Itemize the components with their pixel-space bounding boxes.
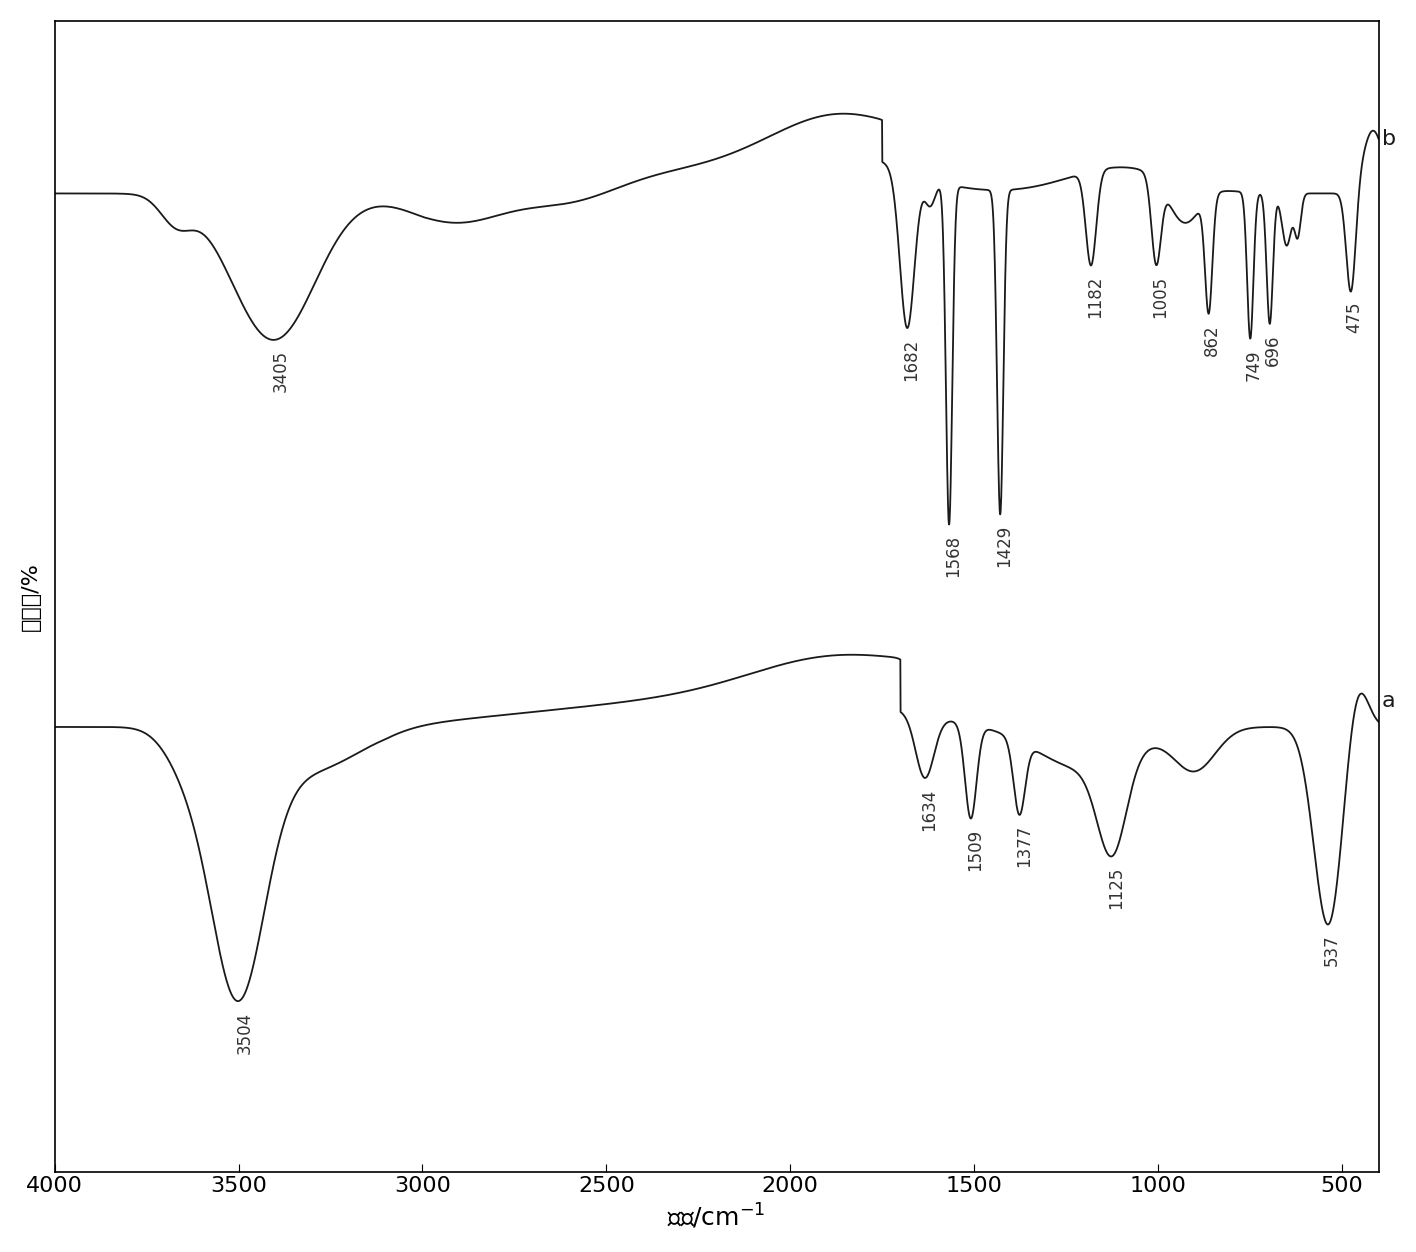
Text: 1509: 1509 [966, 829, 984, 871]
Text: 862: 862 [1202, 324, 1221, 356]
Text: 1377: 1377 [1015, 825, 1032, 868]
Text: 749: 749 [1245, 349, 1262, 381]
Text: 3504: 3504 [235, 1012, 253, 1054]
Text: 1125: 1125 [1107, 866, 1126, 909]
X-axis label: 波数/cm$^{-1}$: 波数/cm$^{-1}$ [667, 1202, 766, 1231]
Text: 1005: 1005 [1151, 275, 1168, 318]
Text: 475: 475 [1345, 302, 1364, 333]
Y-axis label: 透过率/%: 透过率/% [21, 562, 41, 631]
Text: a: a [1382, 691, 1395, 711]
Text: 537: 537 [1323, 935, 1341, 967]
Text: 1634: 1634 [920, 789, 939, 830]
Text: 3405: 3405 [272, 351, 290, 392]
Text: 1568: 1568 [943, 535, 961, 577]
Text: 1429: 1429 [995, 525, 1012, 567]
Text: b: b [1382, 129, 1396, 149]
Text: 696: 696 [1263, 334, 1281, 366]
Text: 1182: 1182 [1086, 275, 1103, 318]
Text: 1682: 1682 [902, 338, 920, 381]
